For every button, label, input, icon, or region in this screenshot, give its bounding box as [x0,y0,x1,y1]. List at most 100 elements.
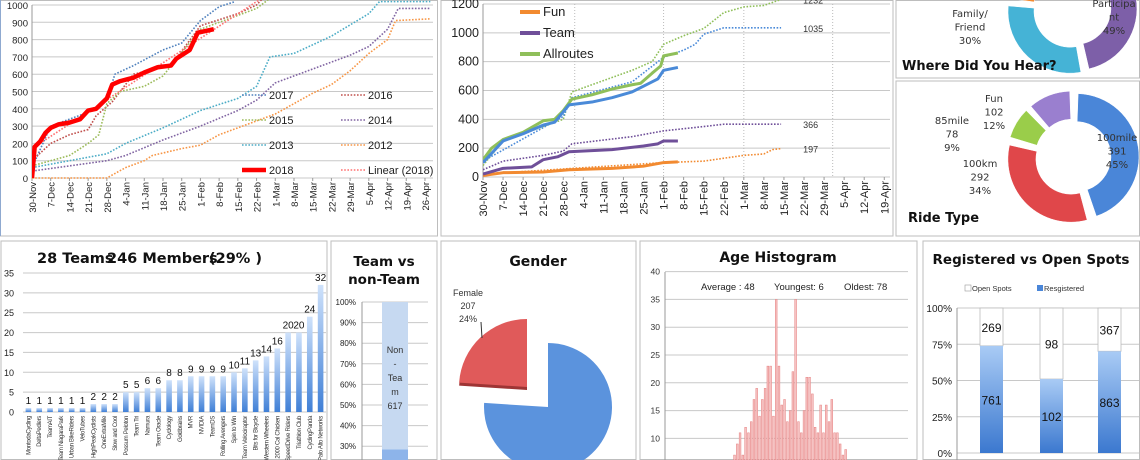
team-name-label: HighPeakCyclists [91,416,97,458]
slice-label: Female [453,288,483,298]
x-tick-label: 22-Mar [327,182,338,212]
chart-title: Ride Type [908,211,979,226]
y-tick-label: 15 [651,406,661,416]
slice-label: nt [1109,13,1119,24]
x-tick-label: 25-Jan [639,181,651,215]
slice-label: 102 [984,108,1003,119]
gender-chart: Female 207 24% Gender [453,254,612,460]
team-name-label: OneExtraMile [102,415,108,449]
y-tick-label: 0 [23,174,28,185]
bar-value-label: 9 [188,364,194,375]
team-bar [79,408,86,412]
x-tick-label: 28-Dec [103,182,114,213]
leader-line [480,321,483,339]
slice-0 [484,343,612,460]
team-name-label: DeltaPedlers [37,416,43,447]
age-bar [780,404,783,460]
y-tick-label: 75% [932,340,952,351]
x-tick-label: 28-Dec [558,181,570,217]
y-tick-label: 50% [932,377,952,388]
y-tick-label: 80% [340,339,356,348]
y-tick-label: 600 [458,84,479,98]
y-tick-label: 15 [4,348,14,358]
slice-label: 9% [944,143,960,154]
team-name-label: Western Wheelers [264,416,270,460]
team-bar [90,404,97,412]
age-bar [769,365,772,460]
y-tick-label: 500 [12,88,28,99]
slice-label: 100mile [1097,133,1138,144]
x-tick-label: 5-Apr [365,182,376,205]
segment-label: Tea [388,373,403,383]
age-bar [819,404,822,460]
end-label: 1232 [803,0,823,5]
team-bar [198,376,205,412]
y-tick-label: 1000 [7,1,28,12]
age-bar [736,443,739,460]
slice-label: Participa [1092,0,1135,10]
bar-value-label: 32 [315,273,327,284]
team-name-label: MVR [189,415,195,428]
team-bar [285,332,291,412]
bar-value-label: 1 [58,396,64,407]
age-stat: Youngest: 6 [774,282,824,293]
age-bar [825,404,828,460]
legend-label: Fun [543,4,565,19]
series-line-2012 [32,18,431,179]
age-bar [838,443,842,460]
team-name-label: Rolling Avengers [221,416,227,456]
age-bar [744,427,747,460]
slice-label: Fun [985,94,1003,105]
age-bar [816,432,820,460]
segment-0 [382,449,408,460]
slice-2 [1018,0,1035,3]
slice-label: 12% [983,121,1005,132]
bar-value-label: 20 [293,321,305,332]
team-name-label: Goldbrains [178,416,184,442]
y-tick-label: 35 [651,294,661,304]
bar-value-label: 8 [177,368,183,379]
age-bar [758,415,761,460]
x-tick-label: 8-Mar [759,181,771,210]
y-tick-label: 10 [651,433,661,443]
age-bar [827,421,831,460]
age-bar [822,432,825,460]
end-label: 366 [803,120,818,130]
y-tick-label: 30 [651,322,661,332]
y-tick-label: 0% [938,449,953,460]
slice-label: 100km [963,159,998,170]
team-bar [133,392,140,412]
x-tick-label: 26-Apr [421,182,432,211]
legend-label: 2016 [368,90,392,102]
slice-1 [1007,144,1088,223]
age-bar [738,432,742,460]
registered-value-label: 102 [1041,410,1061,424]
team-bar [252,360,259,412]
legend-label: 2013 [269,140,293,152]
team-name-label: Namura [145,415,151,436]
chart-title: (29% ) [209,251,262,267]
chart-title: Team vs [353,254,414,270]
slice-label: 24% [459,314,477,324]
x-tick-label: 4-Jan [122,182,133,206]
team-bar [166,380,172,412]
y-tick-label: 600 [12,70,28,81]
team-bar [187,376,194,412]
team-bar [242,368,248,412]
bar-value-label: 2 [112,392,118,403]
age-bar [833,432,836,460]
series-line-series-7 [483,147,782,175]
x-tick-label: 15-Feb [234,182,245,212]
y-tick-label: 1200 [451,0,479,11]
teams-panel [0,240,328,460]
series-line-series-6 [483,123,782,171]
team-name-label: TeamDS [210,416,216,438]
legend-label: Linear (2018) [368,165,433,177]
bar-value-label: 8 [166,368,172,379]
age-bar [777,365,781,460]
slice-0 [1076,93,1140,217]
chart-title: Age Histogram [719,250,836,266]
team-bar [177,380,183,412]
slice-label: 30% [959,36,981,47]
